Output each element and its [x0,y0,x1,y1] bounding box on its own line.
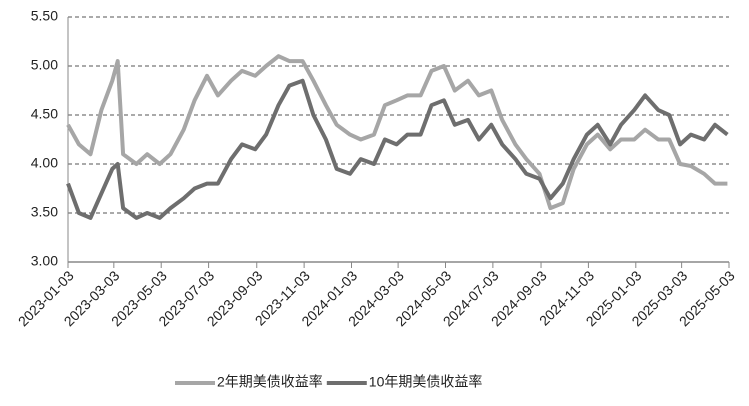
y-tick-label: 4.00 [31,155,58,171]
y-tick-label: 3.50 [31,204,58,220]
series-line [66,78,729,220]
y-tick-label: 4.50 [31,106,58,122]
y-tick-label: 5.50 [31,8,58,24]
legend-label: 2年期美债收益率 [217,374,323,390]
series-line [66,54,728,211]
legend-label: 10年期美债收益率 [369,374,483,390]
y-tick-label: 3.00 [31,253,58,269]
y-tick-label: 5.00 [31,57,58,73]
